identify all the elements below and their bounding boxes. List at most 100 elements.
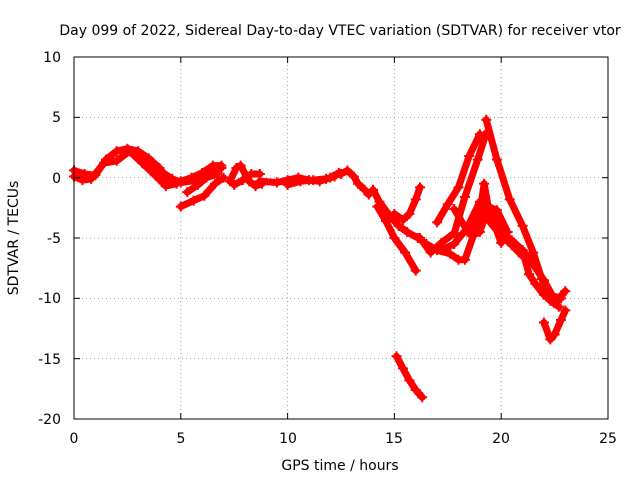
data-point-marker: [175, 201, 186, 212]
data-point-marker: [517, 220, 528, 231]
data-point-marker: [549, 329, 560, 340]
data-point-marker: [86, 173, 97, 184]
data-point-marker: [295, 176, 306, 187]
y-tick-label-5: 5: [52, 110, 61, 126]
data-point-marker: [489, 214, 500, 225]
data-point-marker: [111, 155, 122, 166]
data-point-marker: [530, 278, 541, 289]
data-point-marker: [560, 305, 571, 316]
data-point-marker: [254, 176, 265, 187]
data-point-marker: [504, 194, 515, 205]
data-point-marker: [466, 230, 477, 241]
data-point-marker: [506, 235, 517, 246]
data-point-marker: [368, 184, 379, 195]
data-point-marker: [175, 177, 186, 188]
y-axis-label: SDTVAR / TECUs: [6, 181, 22, 296]
data-point-marker: [98, 158, 109, 169]
data-point-marker: [393, 220, 404, 231]
data-point-marker: [538, 289, 549, 300]
data-point-marker: [410, 385, 421, 396]
data-point-marker: [201, 172, 212, 183]
y-tick-label-neg10: -10: [38, 291, 61, 307]
data-point-marker: [432, 217, 443, 228]
data-point-marker: [348, 171, 359, 182]
data-point-marker: [453, 182, 464, 193]
data-point-marker: [218, 172, 229, 183]
data-point-marker: [397, 363, 408, 374]
data-point-marker: [436, 245, 447, 256]
y-tick-label-neg15: -15: [38, 352, 61, 368]
data-point-marker: [404, 208, 415, 219]
data-point-marker: [397, 214, 408, 225]
data-point-marker: [528, 247, 539, 258]
data-point-marker: [474, 129, 485, 140]
data-point-marker: [199, 190, 210, 201]
data-point-marker: [167, 173, 178, 184]
axis-ticks: [73, 56, 609, 420]
data-series: [69, 114, 571, 403]
data-point-marker: [329, 171, 340, 182]
data-point-marker: [308, 175, 319, 186]
series-arc-20: [469, 180, 509, 242]
x-tick-label-15: 15: [385, 431, 403, 447]
data-point-marker: [128, 148, 139, 159]
data-point-marker: [182, 187, 193, 198]
data-point-marker: [538, 275, 549, 286]
x-tick-label-25: 25: [599, 431, 617, 447]
data-point-marker: [235, 160, 246, 171]
data-point-marker: [212, 169, 223, 180]
data-point-marker: [491, 154, 502, 165]
data-point-marker: [549, 298, 560, 309]
data-point-marker: [496, 226, 507, 237]
x-tick-label-5: 5: [177, 431, 186, 447]
data-point-marker: [444, 248, 455, 259]
data-point-marker: [389, 208, 400, 219]
data-point-marker: [474, 226, 485, 237]
series-arc-5: [183, 170, 221, 196]
series-arc-11: [369, 186, 422, 242]
data-point-marker: [421, 239, 432, 250]
data-point-marker: [380, 216, 391, 227]
x-tick-label-0: 0: [70, 431, 79, 447]
data-point-marker: [459, 191, 470, 202]
data-point-marker: [402, 226, 413, 237]
data-point-marker: [417, 392, 428, 403]
data-point-marker: [449, 239, 460, 250]
data-point-marker: [449, 204, 460, 215]
data-point-marker: [449, 228, 460, 239]
x-tick-label-10: 10: [279, 431, 297, 447]
data-point-marker: [517, 245, 528, 256]
data-point-marker: [459, 254, 470, 265]
data-point-marker: [229, 179, 240, 190]
data-point-marker: [442, 199, 453, 210]
data-point-marker: [560, 286, 571, 297]
data-point-marker: [415, 233, 426, 243]
data-point-marker: [353, 178, 364, 189]
chart-title: Day 099 of 2022, Sidereal Day-to-day VTE…: [59, 23, 621, 39]
y-tick-label-neg5: -5: [47, 231, 61, 247]
data-point-marker: [472, 154, 483, 165]
data-point-marker: [468, 223, 479, 234]
data-point-marker: [410, 194, 421, 205]
data-point-marker: [523, 269, 534, 280]
data-point-marker: [216, 163, 227, 174]
data-point-marker: [479, 178, 490, 189]
data-point-marker: [209, 178, 220, 189]
data-point-marker: [481, 114, 492, 125]
y-tick-label-10: 10: [43, 50, 61, 66]
data-point-marker: [410, 265, 421, 276]
data-point-marker: [415, 182, 426, 193]
data-point-marker: [192, 179, 203, 190]
y-tick-label-neg20: -20: [38, 412, 61, 428]
x-axis-label: GPS time / hours: [281, 458, 398, 474]
series-arc-3: [130, 150, 225, 186]
data-point-marker: [271, 177, 282, 188]
data-point-marker: [372, 201, 383, 212]
data-point-marker: [404, 375, 415, 386]
data-point-marker: [336, 169, 346, 180]
data-point-marker: [474, 208, 485, 219]
data-point-marker: [160, 181, 171, 192]
data-point-marker: [77, 175, 88, 186]
data-point-marker: [342, 165, 353, 176]
data-point-marker: [457, 218, 468, 229]
